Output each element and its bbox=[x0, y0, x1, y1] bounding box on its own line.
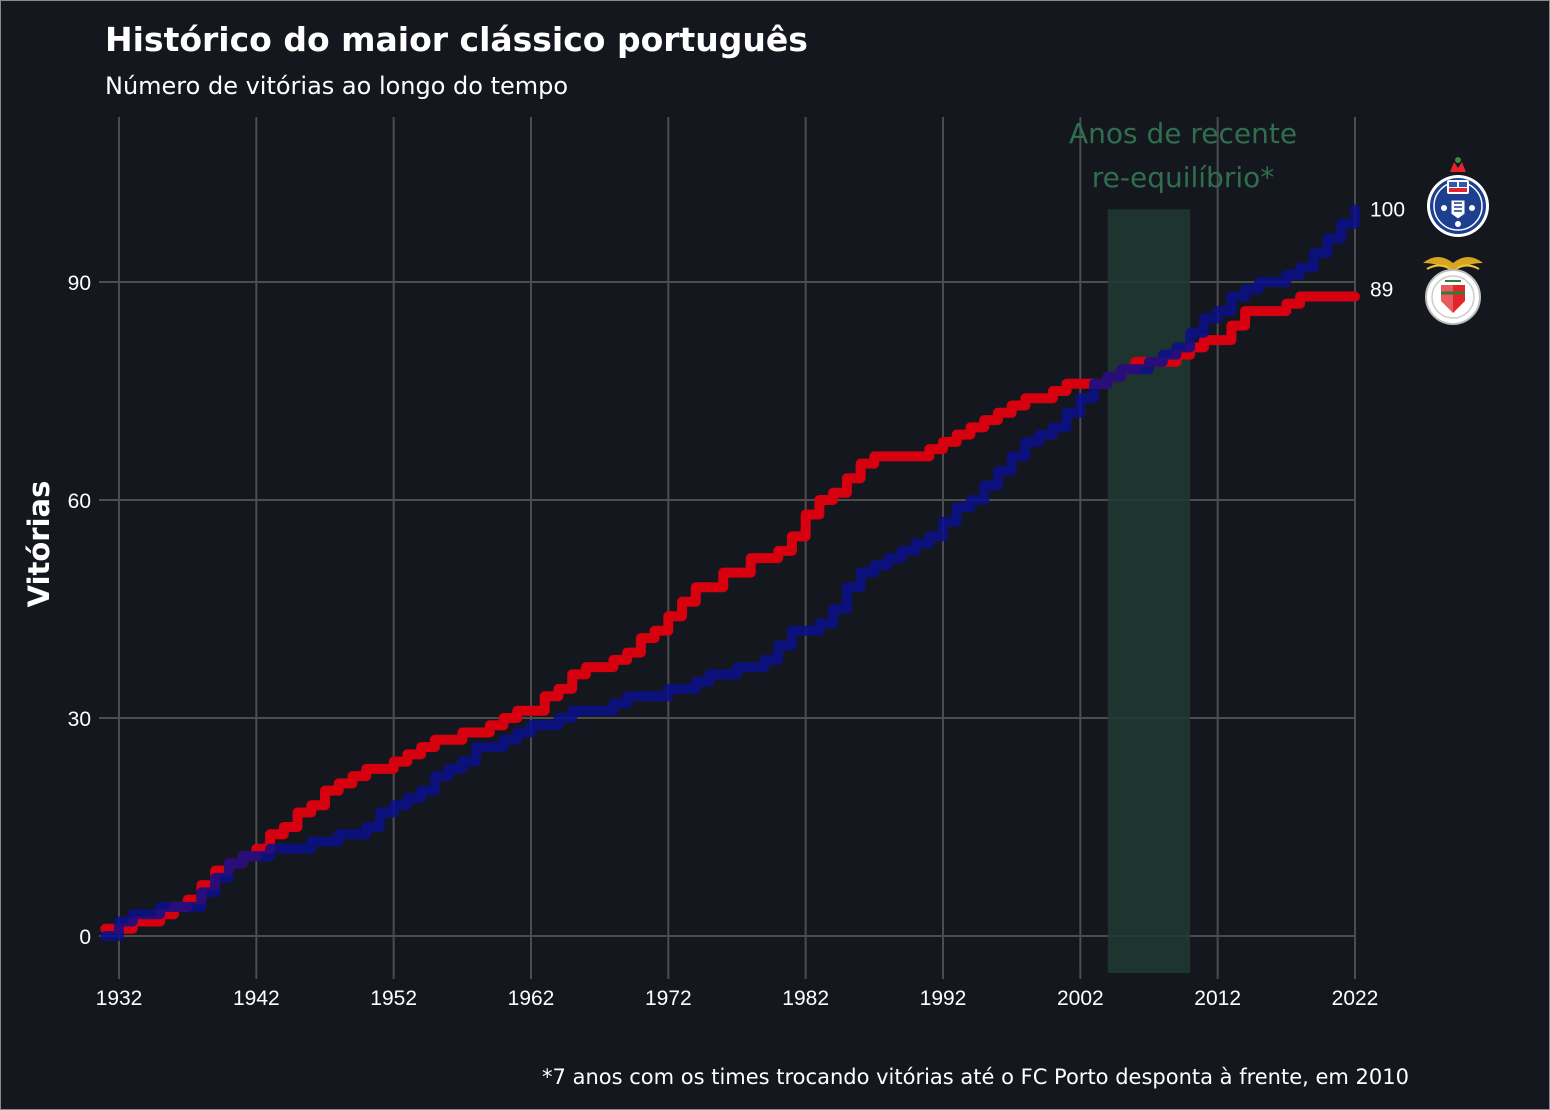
x-tick-label: 1992 bbox=[920, 987, 967, 1010]
x-tick-label: 1942 bbox=[233, 987, 280, 1010]
series-line-porto bbox=[100, 204, 1360, 941]
x-tick-label: 1952 bbox=[370, 987, 417, 1010]
x-tick-label: 2022 bbox=[1332, 987, 1379, 1010]
y-axis-label: Vitórias bbox=[22, 481, 56, 608]
y-tick-label: 90 bbox=[68, 272, 91, 295]
benfica-crest-icon bbox=[1423, 257, 1483, 325]
end-label-layer: 89 100 bbox=[1370, 198, 1405, 301]
x-tick-label: 1972 bbox=[645, 987, 692, 1010]
y-tick-label: 30 bbox=[68, 708, 91, 731]
annotation-line-2: re-equilíbrio* bbox=[1092, 161, 1275, 194]
chart-subtitle: Número de vitórias ao longo do tempo bbox=[105, 72, 568, 100]
annotation-line-1: Anos de recente bbox=[1069, 117, 1297, 150]
y-tick-label: 0 bbox=[79, 926, 91, 949]
x-tick-label: 1932 bbox=[96, 987, 143, 1010]
series-layer bbox=[100, 204, 1360, 941]
x-tick-label: 1962 bbox=[508, 987, 555, 1010]
x-tick-label: 2002 bbox=[1057, 987, 1104, 1010]
tick-layer: 1932 1942 1952 1962 1972 1982 1992 2002 2012 2022… bbox=[68, 272, 1379, 1010]
chart-title: Histórico do maior clássico português bbox=[105, 20, 808, 59]
end-label-benfica: 89 bbox=[1370, 278, 1393, 301]
x-tick-label: 2012 bbox=[1194, 987, 1241, 1010]
y-tick-label: 60 bbox=[68, 490, 91, 513]
end-label-porto: 100 bbox=[1370, 198, 1405, 221]
highlight-band bbox=[1107, 209, 1191, 974]
highlight-layer: Anos de recente re-equilíbrio* bbox=[1069, 117, 1297, 974]
footnote: *7 anos com os times trocando vitórias a… bbox=[542, 1065, 1409, 1089]
series-line-benfica bbox=[100, 291, 1360, 934]
porto-crest-icon bbox=[1427, 157, 1489, 237]
x-tick-label: 1982 bbox=[782, 987, 829, 1010]
